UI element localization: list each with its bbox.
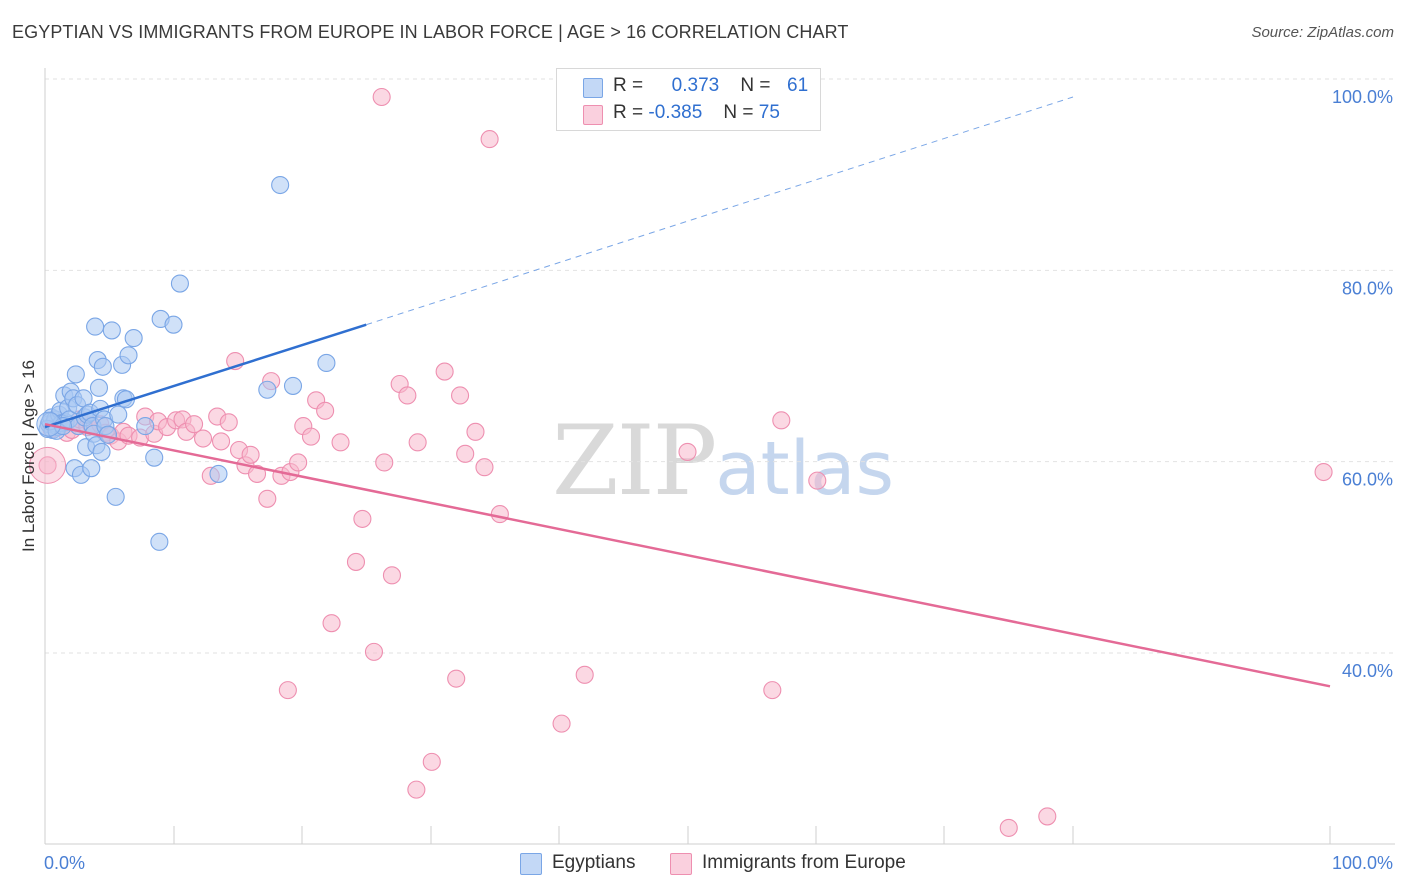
bottom-legend-swatch-immigrants <box>670 853 692 875</box>
point-immigrants-69 <box>763 681 782 700</box>
trend-line-egyptians-extension <box>366 96 1074 326</box>
bottom-legend-swatch-egyptians <box>520 853 542 875</box>
correlation-legend: R = 0.373 N = 61 R = -0.385 N = 75 <box>556 68 821 131</box>
point-immigrants-28 <box>211 432 231 451</box>
point-immigrants-38 <box>278 681 297 700</box>
point-immigrants-72 <box>999 818 1018 837</box>
bottom-legend-label-immigrants: Immigrants from Europe <box>702 852 906 873</box>
x-tick-label-max: 100.0% <box>1332 853 1393 873</box>
point-egyptians-54 <box>271 175 290 195</box>
point-egyptians-53 <box>258 380 277 399</box>
point-egyptians-39 <box>106 487 125 506</box>
trend-line-immigrants <box>44 422 1331 688</box>
point-immigrants-62 <box>466 422 485 441</box>
zipatlas-watermark: ZIPatlas <box>552 405 894 517</box>
point-egyptians-55 <box>283 376 303 395</box>
point-immigrants-67 <box>575 665 594 684</box>
point-egyptians-51 <box>170 274 189 293</box>
bottom-legend-label-egyptians: Egyptians <box>552 852 636 873</box>
point-immigrants-45 <box>322 614 341 633</box>
point-egyptians-46 <box>136 417 155 436</box>
point-egyptians-52 <box>209 464 228 483</box>
point-immigrants-46 <box>331 433 350 452</box>
point-immigrants-71 <box>808 471 827 490</box>
watermark-atlas: atlas <box>715 426 895 512</box>
point-immigrants-44 <box>316 401 335 420</box>
legend-text-egyptians: R = 0.373 N = 61 <box>613 75 809 96</box>
y-tick-label-40: 40.0% <box>1342 661 1393 681</box>
point-immigrants-74 <box>1314 462 1333 482</box>
point-immigrants-42 <box>301 427 321 446</box>
point-egyptians-31 <box>89 378 109 397</box>
point-immigrants-50 <box>372 87 391 107</box>
point-immigrants-65 <box>490 505 509 524</box>
point-immigrants-57 <box>422 752 441 771</box>
point-immigrants-54 <box>398 386 417 405</box>
trend-lines <box>44 96 1331 688</box>
axis-labels: 40.0% 60.0% 80.0% 100.0% 0.0% 100.0% In Labor … <box>19 87 1393 873</box>
points-egyptians <box>36 175 336 551</box>
point-immigrants-25 <box>194 429 213 448</box>
point-immigrants-66 <box>552 714 571 733</box>
point-egyptians-38 <box>102 321 121 340</box>
point-immigrants-58 <box>435 362 454 381</box>
legend-text-immigrants: R = -0.385 N = 75 <box>613 102 780 123</box>
point-egyptians-45 <box>124 329 143 348</box>
point-egyptians-44 <box>119 346 138 365</box>
y-axis-label: In Labor Force | Age > 16 <box>19 360 38 552</box>
point-egyptians-50 <box>164 315 183 334</box>
point-immigrants-73 <box>1038 807 1057 826</box>
point-egyptians-34 <box>93 357 112 376</box>
point-egyptians-33 <box>92 442 111 461</box>
trend-line-egyptians <box>44 323 367 429</box>
point-immigrants-24 <box>185 415 204 434</box>
point-egyptians-28 <box>86 317 105 336</box>
point-immigrants-63 <box>475 458 494 477</box>
point-egyptians-48 <box>150 532 169 551</box>
point-immigrants-52 <box>382 566 402 585</box>
y-tick-label-60: 60.0% <box>1342 470 1393 490</box>
point-immigrants-0 <box>38 456 57 475</box>
axes <box>44 68 1395 845</box>
point-immigrants-51 <box>375 453 394 472</box>
point-immigrants-70 <box>772 411 791 430</box>
point-immigrants-68 <box>678 442 697 461</box>
point-immigrants-64 <box>480 130 499 149</box>
point-immigrants-61 <box>456 444 475 463</box>
chart-title: EGYPTIAN VS IMMIGRANTS FROM EUROPE IN LA… <box>12 22 849 42</box>
point-immigrants-35 <box>258 489 277 508</box>
point-egyptians-40 <box>109 405 128 424</box>
y-tick-label-100: 100.0% <box>1332 87 1393 107</box>
watermark-zip: ZIP <box>552 405 717 517</box>
point-immigrants-40 <box>289 453 308 472</box>
x-tick-label-min: 0.0% <box>44 853 85 873</box>
legend-swatch-immigrants <box>583 105 603 125</box>
point-egyptians-56 <box>317 353 336 373</box>
point-immigrants-29 <box>219 413 238 432</box>
y-tick-label-80: 80.0% <box>1342 278 1393 298</box>
points-immigrants-from-europe <box>29 87 1333 837</box>
point-immigrants-34 <box>247 464 267 483</box>
source-credit: Source: ZipAtlas.com <box>1251 24 1394 41</box>
point-immigrants-55 <box>407 780 426 799</box>
point-immigrants-33 <box>241 445 260 464</box>
point-egyptians-16 <box>66 365 85 384</box>
point-immigrants-48 <box>353 509 372 528</box>
point-immigrants-59 <box>447 669 466 688</box>
legend-swatch-egyptians <box>583 78 603 98</box>
point-immigrants-60 <box>451 386 470 405</box>
point-egyptians-25 <box>82 459 101 478</box>
point-egyptians-47 <box>145 448 164 467</box>
point-immigrants-56 <box>408 433 427 452</box>
gridlines <box>45 78 1395 654</box>
point-immigrants-49 <box>364 642 384 661</box>
point-immigrants-cluster <box>29 446 67 484</box>
point-immigrants-47 <box>346 552 366 571</box>
